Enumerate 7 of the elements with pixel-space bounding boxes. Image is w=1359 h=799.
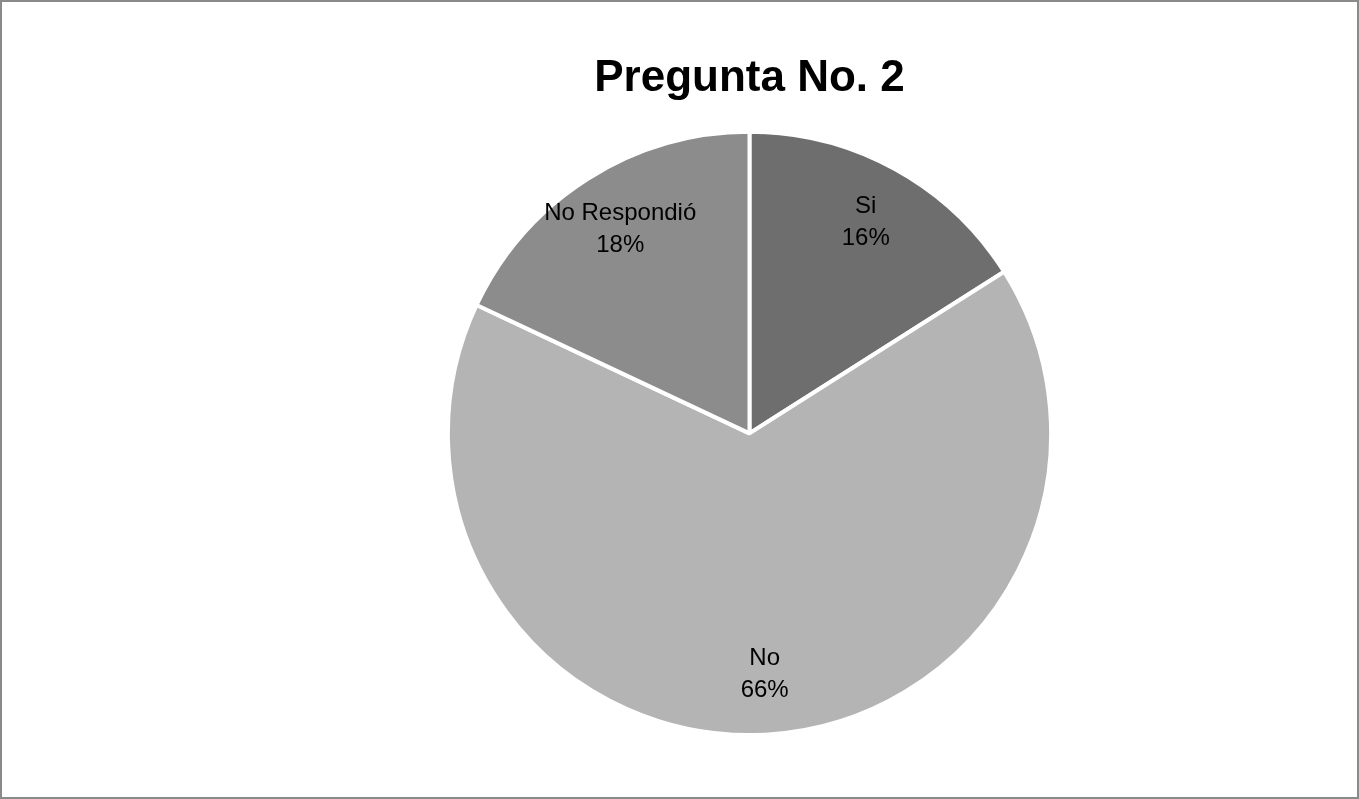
data-label: 18%	[596, 230, 645, 258]
slice-label: No	[749, 642, 780, 670]
slice-label: No Respondió	[544, 198, 697, 226]
slice-label: Si	[855, 190, 877, 218]
data-label: 16%	[841, 222, 890, 250]
data-label: 66%	[740, 674, 789, 702]
chart-title: Pregunta No. 2	[594, 50, 905, 100]
